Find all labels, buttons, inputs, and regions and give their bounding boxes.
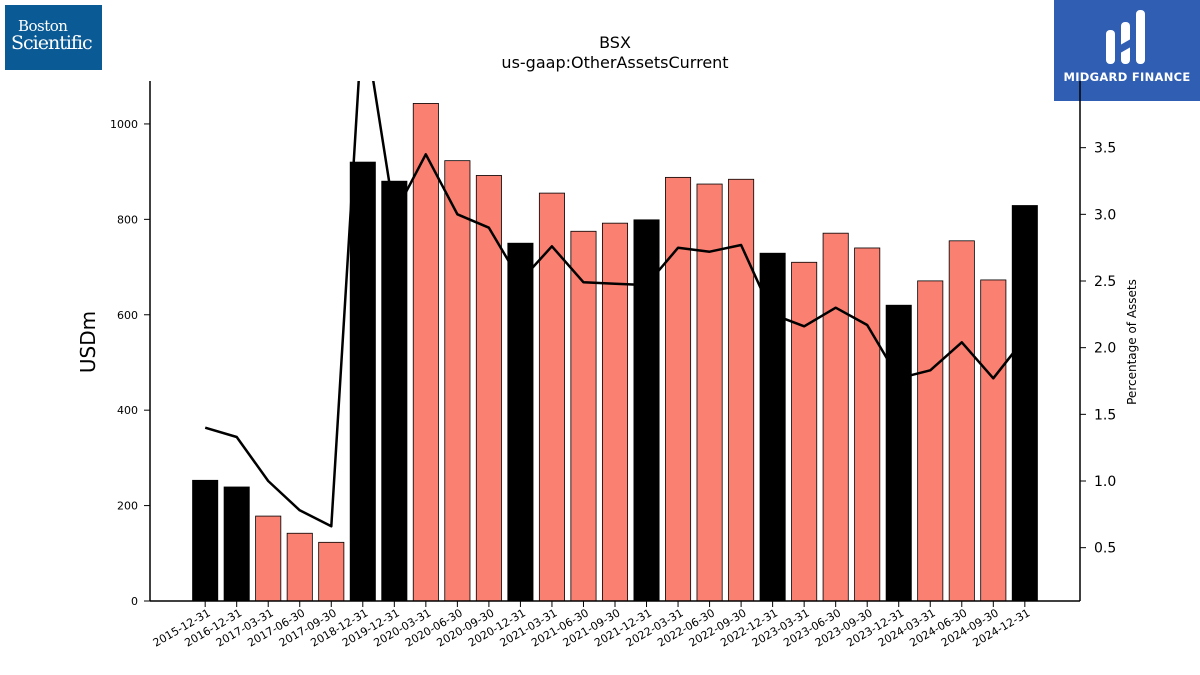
bar (728, 178, 755, 602)
midgard-finance-logo: MIDGARD FINANCE (1054, 0, 1200, 101)
y-tick-label: 1000 (110, 118, 138, 131)
bar (570, 230, 597, 602)
bar (507, 242, 534, 602)
y2-tick-label: 2.0 (1094, 341, 1116, 357)
bar (444, 160, 471, 602)
bar (286, 532, 313, 602)
chart-title: BSX (599, 33, 631, 52)
y-axis-label: USDm (76, 311, 100, 373)
bar (948, 240, 975, 602)
midgard-mark-icon (1106, 10, 1145, 64)
boston-scientific-logo: Boston Scientific (5, 5, 102, 70)
y2-tick-label: 3.5 (1094, 141, 1116, 157)
bar (791, 261, 818, 602)
y-tick-label: 200 (117, 500, 138, 513)
bar (475, 175, 502, 602)
bar (665, 176, 692, 602)
bar (538, 192, 565, 602)
y2-tick-label: 0.5 (1094, 541, 1116, 557)
bar (255, 515, 282, 602)
logo-line-2: Scientific (11, 32, 93, 54)
bar (192, 479, 219, 602)
bar (601, 222, 629, 602)
bar (917, 280, 944, 602)
y2-tick-label: 2.5 (1094, 274, 1116, 290)
y2-axis-label: Percentage of Assets (1125, 279, 1139, 405)
bar (349, 161, 376, 602)
chart-subtitle: us-gaap:OtherAssetsCurrent (501, 53, 728, 72)
bar (854, 247, 881, 602)
y-tick-label: 0 (131, 595, 138, 608)
y2-tick-label: 1.0 (1094, 474, 1116, 490)
y2-tick-label: 1.5 (1094, 407, 1116, 423)
y2-tick-label: 3.0 (1094, 207, 1116, 223)
bar (633, 219, 660, 602)
bar (223, 486, 250, 602)
bar (412, 103, 439, 602)
y-tick-label: 600 (117, 309, 138, 322)
bar (318, 541, 345, 602)
bar (381, 180, 408, 602)
logo-line-1: Boston (18, 17, 68, 35)
bar (885, 304, 912, 602)
bar (759, 252, 786, 602)
chart-marks: 020040060080010000.51.01.52.02.53.03.520… (110, 81, 1116, 650)
y-tick-label: 400 (117, 404, 138, 417)
bar (1011, 205, 1038, 602)
bar (696, 183, 723, 602)
y-tick-label: 800 (117, 213, 138, 226)
bar (822, 232, 849, 602)
series-line (204, 81, 1026, 528)
bar (980, 279, 1007, 602)
logo-text: MIDGARD FINANCE (1063, 70, 1191, 84)
